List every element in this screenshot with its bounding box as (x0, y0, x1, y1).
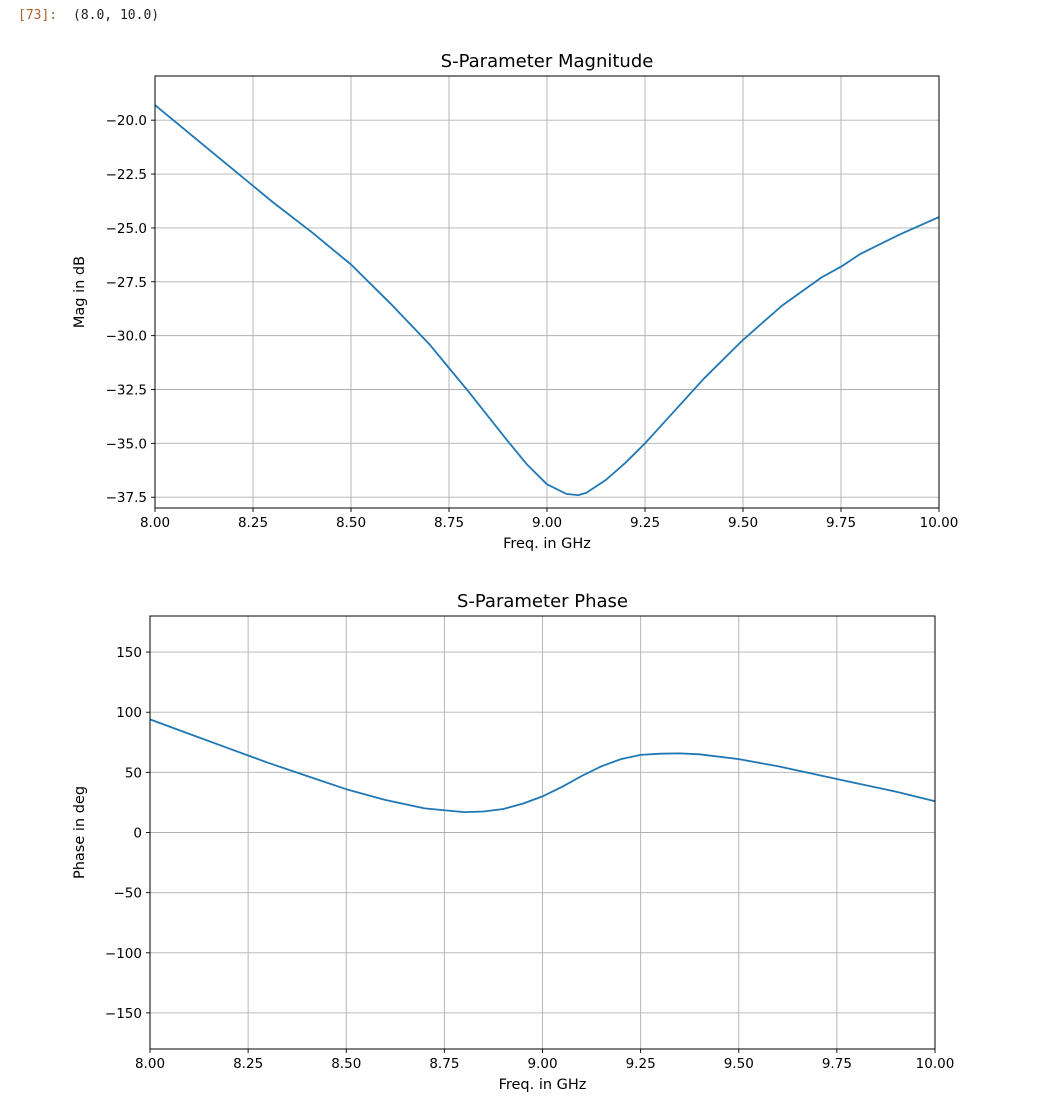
y-axis-label: Mag in dB (72, 256, 88, 328)
chart-title: S-Parameter Phase (457, 591, 628, 612)
y-tick-label: −32.5 (106, 382, 147, 398)
plot-frame (149, 615, 936, 1050)
x-tick-label: 8.50 (336, 515, 366, 531)
x-tick-label: 8.00 (140, 515, 170, 531)
y-tick-label: −37.5 (106, 490, 147, 506)
x-tick-label: 8.50 (331, 1056, 361, 1072)
x-tick-label: 8.75 (429, 1056, 459, 1072)
x-tick-label: 9.25 (630, 515, 660, 531)
y-tick-label: −35.0 (106, 436, 147, 452)
y-tick-label: −30.0 (106, 329, 147, 345)
y-tick-label: −150 (105, 1006, 142, 1022)
y-tick-label: 0 (133, 826, 142, 842)
series-line (149, 718, 936, 813)
x-tick-label: 8.00 (135, 1056, 165, 1072)
x-tick-label: 9.25 (626, 1056, 656, 1072)
x-tick-label: 8.25 (238, 515, 268, 531)
y-tick-label: −25.0 (106, 221, 147, 237)
chart-title: S-Parameter Magnitude (441, 51, 654, 72)
execution-count: [73]: (18, 8, 58, 23)
y-tick-label: −20.0 (106, 113, 147, 129)
x-tick-label: 9.50 (724, 1056, 754, 1072)
y-axis-label: Phase in deg (72, 786, 88, 879)
x-tick-label: 8.25 (233, 1056, 263, 1072)
x-axis-label: Freq. in GHz (499, 1077, 587, 1093)
x-tick-label: 9.75 (826, 515, 856, 531)
phase-chart: 8.00 8.25 8.50 8.75 9.00 9.25 9.50 9.75 10.00 150… (72, 591, 954, 1093)
series-line (154, 104, 940, 497)
y-tick-label: −27.5 (106, 275, 147, 291)
plot-frame (154, 75, 940, 509)
x-tick-label: 10.00 (916, 1056, 955, 1072)
y-tick-label: 150 (116, 645, 142, 661)
x-tick-label: 8.75 (434, 515, 464, 531)
y-tick-label: −50 (114, 886, 143, 902)
x-tick-label: 10.00 (920, 515, 959, 531)
x-tick-label: 9.75 (822, 1056, 852, 1072)
y-tick-label: −22.5 (106, 167, 147, 183)
x-tick-label: 9.00 (527, 1056, 557, 1072)
x-tick-label: 9.00 (532, 515, 562, 531)
y-tick-label: −100 (105, 946, 142, 962)
y-tick-label: 100 (116, 705, 142, 721)
x-axis-label: Freq. in GHz (503, 536, 591, 552)
y-tick-label: 50 (125, 765, 142, 781)
cell-result-text: (8.0, 10.0) (73, 8, 160, 23)
magnitude-chart: 8.00 8.25 8.50 8.75 9.00 9.25 9.50 9.75 10.00 −20… (72, 51, 958, 552)
x-tick-label: 9.50 (728, 515, 758, 531)
